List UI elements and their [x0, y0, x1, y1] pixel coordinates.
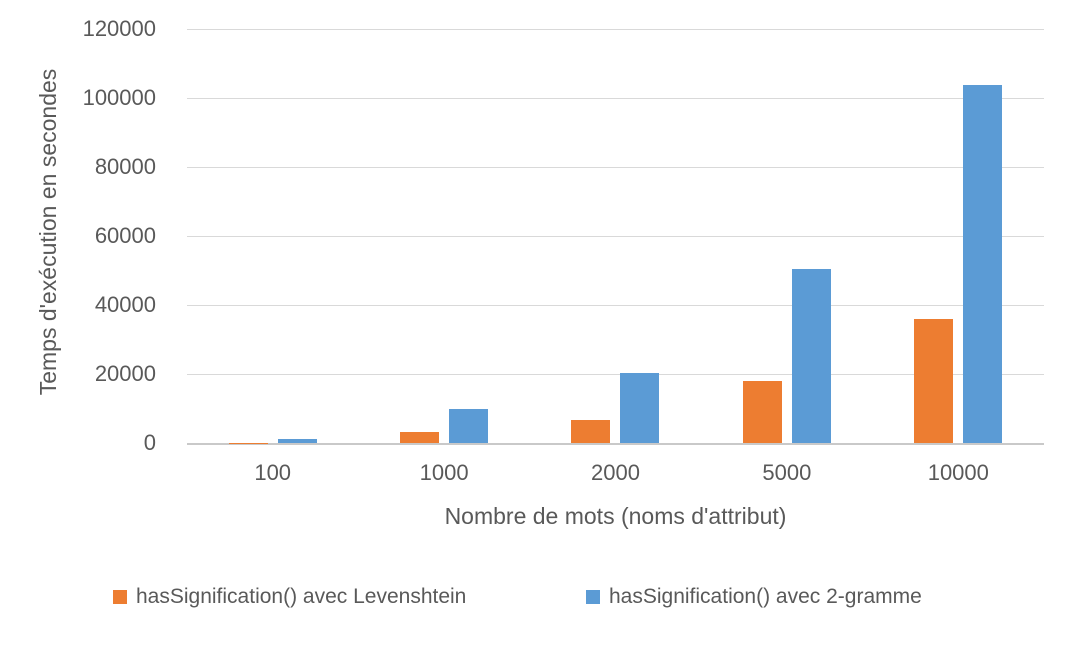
chart-legend: hasSignification() avec Levenshtein hasS…: [0, 582, 1076, 612]
legend-swatch-blue-icon: [586, 590, 600, 604]
gridline-80000: [187, 167, 1044, 168]
gridline-60000: [187, 236, 1044, 237]
gridline-120000: [187, 29, 1044, 30]
bar-10000-levenshtein: [914, 318, 954, 443]
legend-item-2gramme: hasSignification() avec 2-gramme: [586, 585, 922, 609]
gridline-20000: [187, 374, 1044, 375]
legend-swatch-orange-icon: [113, 590, 127, 604]
bar-group-10000: [873, 29, 1044, 443]
x-tick-label-5000: 5000: [762, 460, 812, 485]
bar-group-2000: [530, 29, 701, 443]
bar-2000-2gramme: [620, 372, 660, 443]
y-tick-label-60000: 60000: [94, 223, 156, 248]
y-tick-label-80000: 80000: [94, 154, 156, 179]
gridline-40000: [187, 305, 1044, 306]
y-axis-tick-labels: 0 20000 40000 60000 80000 100000 120000: [0, 0, 160, 645]
x-tick-label-2000: 2000: [591, 460, 640, 485]
legend-label-levenshtein: hasSignification() avec Levenshtein: [136, 585, 467, 608]
bar-1000-2gramme: [449, 408, 489, 443]
x-axis-tick-labels: 100 1000 2000 5000 10000: [187, 461, 1044, 487]
y-tick-label-100000: 100000: [82, 85, 156, 110]
bar-5000-levenshtein: [742, 380, 782, 443]
bar-2000-levenshtein: [571, 419, 611, 443]
bar-group-5000: [701, 29, 872, 443]
bar-group-1000: [358, 29, 529, 443]
bar-10000-2gramme: [963, 85, 1003, 443]
y-tick-label-0: 0: [143, 430, 156, 455]
legend-item-levenshtein: hasSignification() avec Levenshtein: [113, 585, 466, 609]
y-tick-label-40000: 40000: [94, 292, 156, 317]
bar-1000-levenshtein: [400, 431, 440, 443]
bar-5000-2gramme: [791, 268, 831, 443]
bar-group-100: [187, 29, 358, 443]
x-tick-label-100: 100: [254, 460, 292, 485]
gridline-100000: [187, 98, 1044, 99]
y-tick-label-20000: 20000: [94, 361, 156, 386]
plot-area: [187, 29, 1044, 445]
x-axis-title: Nombre de mots (noms d'attribut): [444, 503, 787, 529]
bar-100-2gramme: [277, 439, 317, 443]
legend-label-2gramme: hasSignification() avec 2-gramme: [609, 585, 922, 608]
y-tick-label-120000: 120000: [82, 16, 156, 41]
x-tick-label-1000: 1000: [419, 460, 469, 485]
x-tick-label-10000: 10000: [927, 460, 989, 485]
